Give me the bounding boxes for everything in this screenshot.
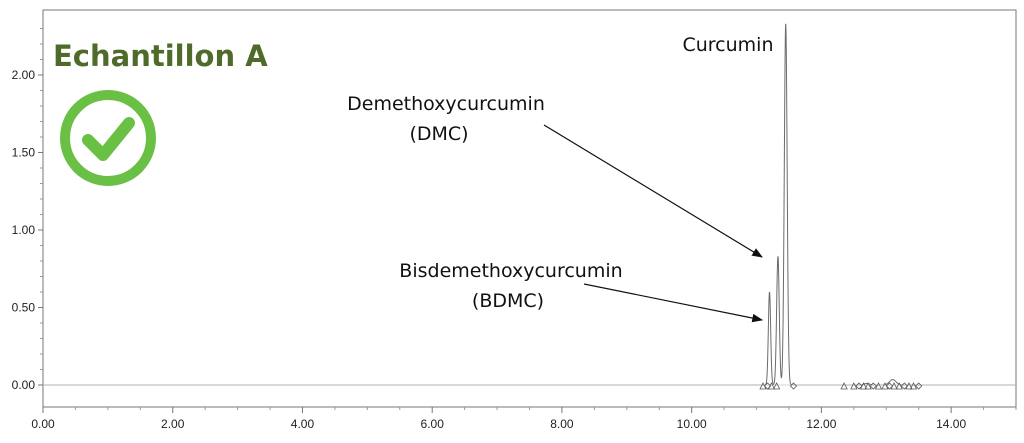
annotation-curcumin-label: Curcumin <box>682 34 773 56</box>
peak-marker <box>874 382 883 390</box>
peak-marker <box>915 382 923 390</box>
peak-marker <box>840 382 848 390</box>
annotation-dmc-label-line1: Demethoxycurcumin <box>347 93 545 115</box>
x-tick-label: 4.00 <box>291 417 315 431</box>
check-circle-icon <box>60 90 156 186</box>
peak-marker <box>763 382 772 390</box>
peak-marker <box>859 382 868 390</box>
peak-marker <box>869 382 877 390</box>
annotation-bdmc: Bisdemethoxycurcumin (BDMC) <box>399 260 764 323</box>
peak-marker <box>772 382 781 390</box>
annotation-bdmc-arrow <box>583 283 764 323</box>
peak-marker <box>850 382 858 390</box>
peak-marker <box>864 382 872 390</box>
peak-marker <box>895 382 903 390</box>
annotation-bdmc-label-line1: Bisdemethoxycurcumin <box>399 260 622 282</box>
annotation-dmc: Demethoxycurcumin (DMC) <box>347 93 763 258</box>
peak-marker <box>855 382 863 390</box>
x-tick-label: 12.00 <box>806 417 836 431</box>
x-tick-label: 0.00 <box>31 417 55 431</box>
peak-marker <box>905 382 913 390</box>
y-tick-label: 0.50 <box>12 301 36 315</box>
y-tick-label: 0.00 <box>12 378 36 392</box>
x-tick-label: 10.00 <box>677 417 707 431</box>
annotation-dmc-label-line2: (DMC) <box>409 123 468 145</box>
y-tick-label: 1.00 <box>12 223 36 237</box>
x-tick-label: 6.00 <box>421 417 445 431</box>
sample-title: Echantillon A <box>53 39 268 73</box>
y-tick-label: 2.00 <box>12 68 36 82</box>
annotation-dmc-arrow <box>543 124 763 258</box>
peak-marker <box>890 382 898 390</box>
peak-marker <box>900 382 908 390</box>
y-tick-label: 1.50 <box>12 146 36 160</box>
x-tick-label: 8.00 <box>550 417 574 431</box>
peak-marker <box>885 382 894 390</box>
chromatogram-trace <box>43 23 1016 386</box>
x-tick-label: 14.00 <box>936 417 966 431</box>
peak-marker <box>789 382 798 390</box>
peak-marker <box>767 382 776 390</box>
x-tick-label: 2.00 <box>161 417 185 431</box>
annotation-bdmc-label-line2: (BDMC) <box>472 290 544 312</box>
annotation-curcumin: Curcumin <box>682 34 773 56</box>
peak-marker <box>909 382 918 390</box>
